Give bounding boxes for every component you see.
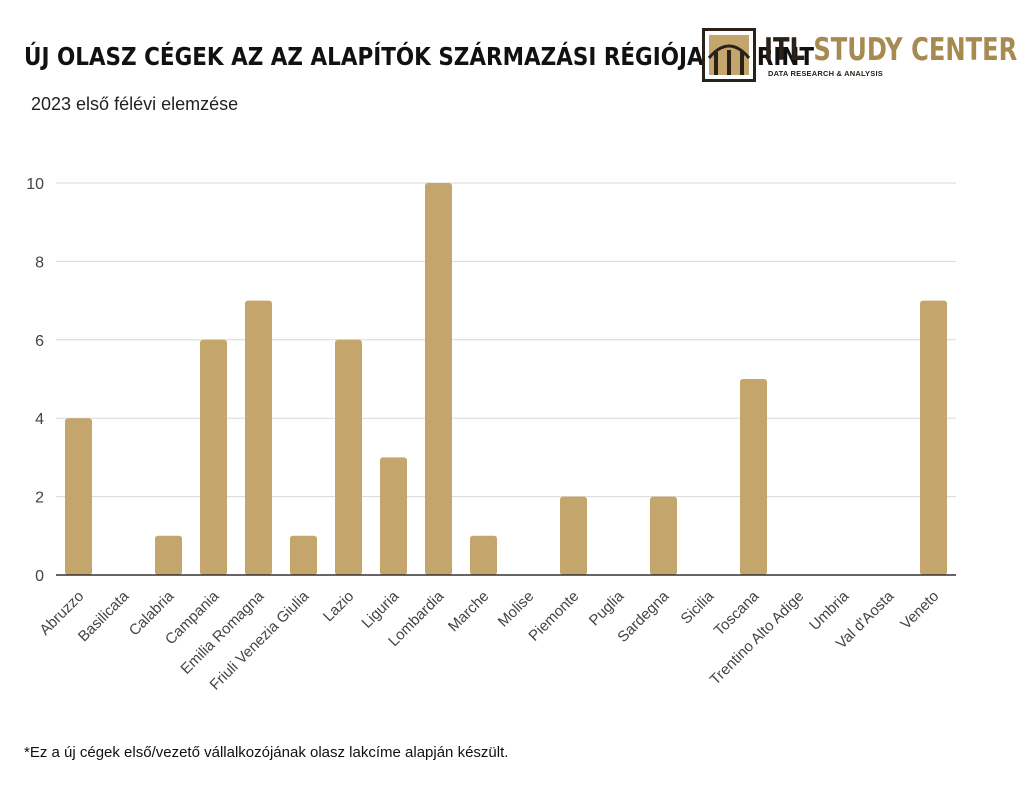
- logo: ITL STUDY CENTER DATA RESEARCH & ANALYSI…: [702, 28, 1017, 82]
- x-tick-label: Basilicata: [75, 587, 133, 645]
- y-tick-label: 4: [35, 411, 44, 428]
- x-tick-label: Sicilia: [678, 587, 718, 627]
- bar: [290, 535, 317, 575]
- bar: [470, 535, 497, 575]
- bar: [380, 457, 407, 575]
- bar: [920, 300, 947, 575]
- x-tick-label: Marche: [445, 588, 492, 635]
- x-tick-label: Puglia: [586, 587, 628, 629]
- logo-arch-icon: [702, 28, 756, 82]
- x-tick-label: Liguria: [358, 587, 402, 631]
- logo-tagline: DATA RESEARCH & ANALYSIS: [768, 69, 883, 78]
- logo-name-gold: STUDY CENTER: [813, 32, 1018, 68]
- logo-name-dark: ITL: [764, 32, 805, 68]
- bar: [65, 418, 92, 575]
- bar-chart: 0246810AbruzzoBasilicataCalabriaCampania…: [26, 176, 956, 694]
- bar: [740, 379, 767, 575]
- y-tick-label: 0: [35, 568, 44, 585]
- bar: [200, 339, 227, 575]
- y-tick-label: 2: [35, 490, 44, 507]
- bar: [425, 183, 452, 575]
- footnote: *Ez a új cégek első/vezető vállalkozóján…: [24, 744, 509, 761]
- x-tick-label: Lazio: [320, 588, 357, 625]
- x-tick-label: Veneto: [897, 588, 942, 633]
- x-tick-label: Piemonte: [525, 588, 582, 645]
- y-tick-label: 6: [35, 333, 44, 350]
- y-tick-label: 8: [35, 254, 44, 271]
- bar: [155, 535, 182, 575]
- y-tick-label: 10: [26, 176, 44, 193]
- bar: [650, 496, 677, 575]
- logo-name: ITL STUDY CENTER: [764, 32, 1017, 68]
- x-tick-label: Molise: [495, 588, 538, 631]
- bar: [335, 339, 362, 575]
- bar: [245, 300, 272, 575]
- bar: [560, 496, 587, 575]
- chart-subtitle: 2023 első félévi elemzése: [31, 94, 239, 114]
- chart-title: ÚJ OLASZ CÉGEK AZ AZ ALAPÍTÓK SZÁRMAZÁSI…: [24, 42, 815, 71]
